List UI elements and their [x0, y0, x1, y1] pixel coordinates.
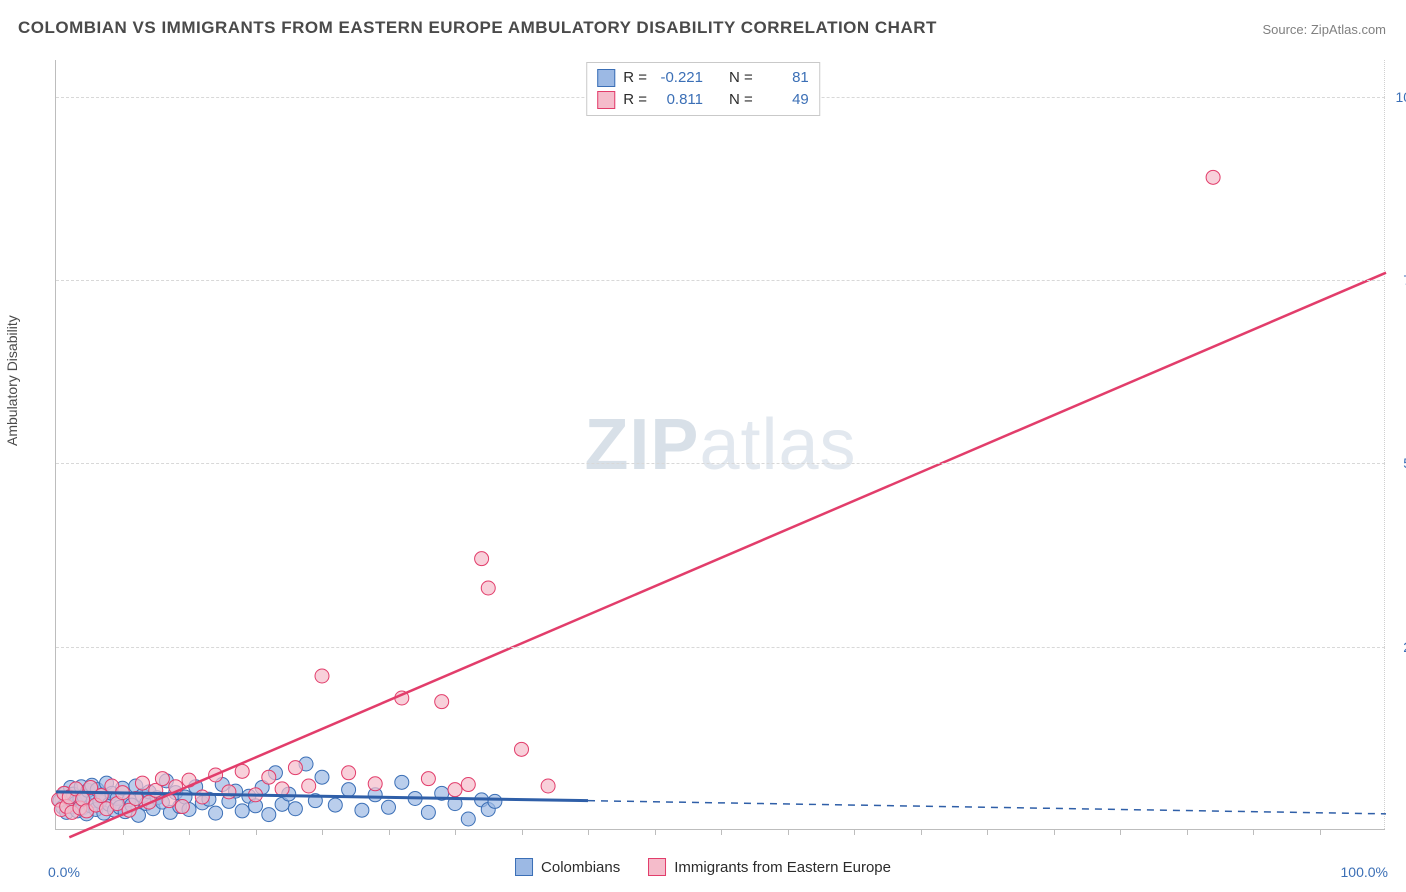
scatter-point: [1206, 170, 1220, 184]
scatter-point: [395, 775, 409, 789]
trendline-pink: [69, 273, 1386, 838]
chart-svg: [56, 60, 1385, 829]
scatter-point: [209, 806, 223, 820]
scatter-point: [461, 778, 475, 792]
x-tick: [123, 829, 124, 835]
legend-swatch-blue: [515, 858, 533, 876]
scatter-point: [302, 779, 316, 793]
r-value-blue: -0.221: [655, 67, 703, 89]
source-attribution: Source: ZipAtlas.com: [1262, 22, 1386, 37]
x-tick: [655, 829, 656, 835]
x-tick: [189, 829, 190, 835]
scatter-point: [315, 669, 329, 683]
scatter-point: [275, 782, 289, 796]
n-value-blue: 81: [761, 67, 809, 89]
scatter-point: [355, 803, 369, 817]
x-tick: [987, 829, 988, 835]
scatter-point: [342, 766, 356, 780]
r-label: R =: [623, 67, 647, 89]
swatch-pink: [597, 91, 615, 109]
swatch-blue: [597, 69, 615, 87]
chart-title: COLOMBIAN VS IMMIGRANTS FROM EASTERN EUR…: [18, 18, 937, 38]
scatter-point: [235, 804, 249, 818]
x-tick: [1253, 829, 1254, 835]
scatter-point: [262, 808, 276, 822]
x-tick: [854, 829, 855, 835]
stat-row-pink: R = 0.811 N = 49: [597, 89, 809, 111]
gridline-h: [56, 280, 1385, 281]
x-tick: [455, 829, 456, 835]
scatter-point: [175, 800, 189, 814]
legend-label-blue: Colombians: [541, 859, 620, 876]
x-axis-min-label: 0.0%: [48, 864, 80, 880]
scatter-point: [315, 770, 329, 784]
y-tick-label: 100.0%: [1391, 89, 1406, 105]
stat-row-blue: R = -0.221 N = 81: [597, 67, 809, 89]
scatter-point: [222, 785, 236, 799]
scatter-point: [382, 800, 396, 814]
scatter-point: [135, 776, 149, 790]
n-value-pink: 49: [761, 89, 809, 111]
x-tick: [1187, 829, 1188, 835]
scatter-point: [421, 805, 435, 819]
x-tick: [256, 829, 257, 835]
x-tick: [588, 829, 589, 835]
x-tick: [322, 829, 323, 835]
x-tick: [522, 829, 523, 835]
x-tick: [1120, 829, 1121, 835]
x-axis-max-label: 100.0%: [1341, 864, 1388, 880]
plot-area: ZIPatlas 25.0%50.0%75.0%100.0%: [55, 60, 1385, 830]
scatter-point: [195, 790, 209, 804]
legend-label-pink: Immigrants from Eastern Europe: [674, 859, 891, 876]
gridline-h: [56, 647, 1385, 648]
scatter-point: [262, 770, 276, 784]
scatter-point: [368, 777, 382, 791]
legend-swatch-pink: [648, 858, 666, 876]
y-tick-label: 25.0%: [1391, 639, 1406, 655]
x-tick: [1320, 829, 1321, 835]
scatter-point: [461, 812, 475, 826]
x-tick: [1054, 829, 1055, 835]
gridline-h: [56, 463, 1385, 464]
scatter-point: [488, 794, 502, 808]
trendline-blue-dashed: [588, 801, 1386, 814]
scatter-point: [481, 581, 495, 595]
y-tick-label: 50.0%: [1391, 455, 1406, 471]
r-value-pink: 0.811: [655, 89, 703, 111]
x-tick: [389, 829, 390, 835]
scatter-point: [435, 695, 449, 709]
n-label: N =: [729, 89, 753, 111]
scatter-point: [421, 772, 435, 786]
n-label: N =: [729, 67, 753, 89]
scatter-point: [288, 761, 302, 775]
scatter-point: [155, 772, 169, 786]
x-tick: [921, 829, 922, 835]
x-tick: [721, 829, 722, 835]
legend-item-blue: Colombians: [515, 858, 620, 876]
scatter-point: [448, 783, 462, 797]
x-tick: [788, 829, 789, 835]
scatter-point: [288, 802, 302, 816]
y-tick-label: 75.0%: [1391, 272, 1406, 288]
y-axis-label: Ambulatory Disability: [4, 315, 20, 446]
scatter-point: [342, 783, 356, 797]
correlation-stat-box: R = -0.221 N = 81 R = 0.811 N = 49: [586, 62, 820, 116]
scatter-point: [475, 552, 489, 566]
r-label: R =: [623, 89, 647, 111]
scatter-point: [328, 798, 342, 812]
scatter-point: [515, 742, 529, 756]
legend-item-pink: Immigrants from Eastern Europe: [648, 858, 891, 876]
scatter-point: [541, 779, 555, 793]
bottom-legend: Colombians Immigrants from Eastern Europ…: [515, 858, 891, 876]
